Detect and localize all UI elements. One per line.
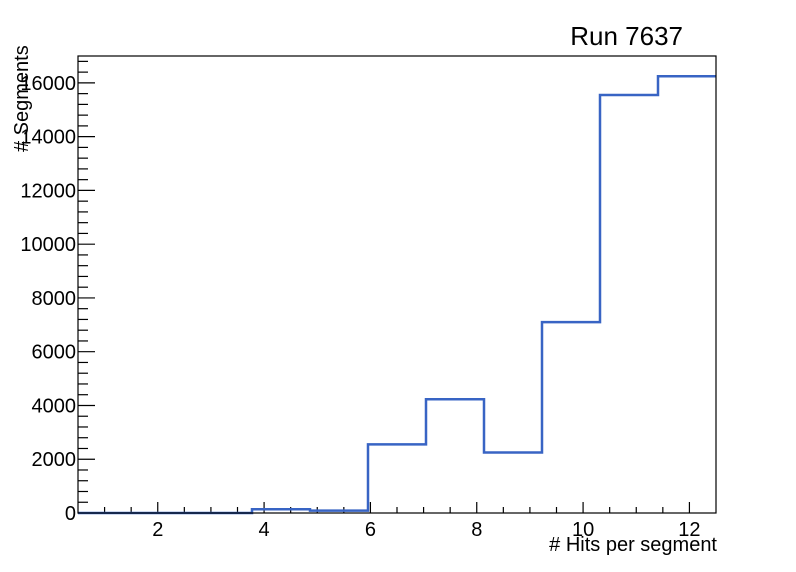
plot-frame [77, 55, 717, 514]
x-tick-label: 2 [152, 519, 163, 541]
y-tick-label: 14000 [20, 127, 76, 149]
y-tick-label: 4000 [32, 395, 77, 417]
y-tick-label: 6000 [32, 342, 77, 364]
axes-and-series: 2 4 6 8 10 12 0 2000 4000 6000 8000 10000 12000 14000… [20, 60, 716, 541]
y-tick-label: 12000 [20, 180, 76, 202]
y-tick-label: 8000 [32, 288, 77, 310]
x-tick-label: 4 [259, 519, 270, 541]
y-tick-label: 10000 [20, 234, 76, 256]
x-tick-label: 12 [678, 519, 700, 541]
y-axis-title: # Segments [11, 45, 33, 152]
y-tick-label: 16000 [20, 73, 76, 95]
x-axis-title: # Hits per segment [549, 534, 717, 556]
x-tick-label: 6 [365, 519, 376, 541]
y-tick-label: 2000 [32, 449, 77, 471]
x-tick-label: 10 [572, 519, 594, 541]
x-tick-label: 8 [471, 519, 482, 541]
chart-title: Run 7637 [570, 21, 683, 51]
y-tick-label: 0 [65, 503, 76, 525]
histogram-line [78, 74, 716, 515]
